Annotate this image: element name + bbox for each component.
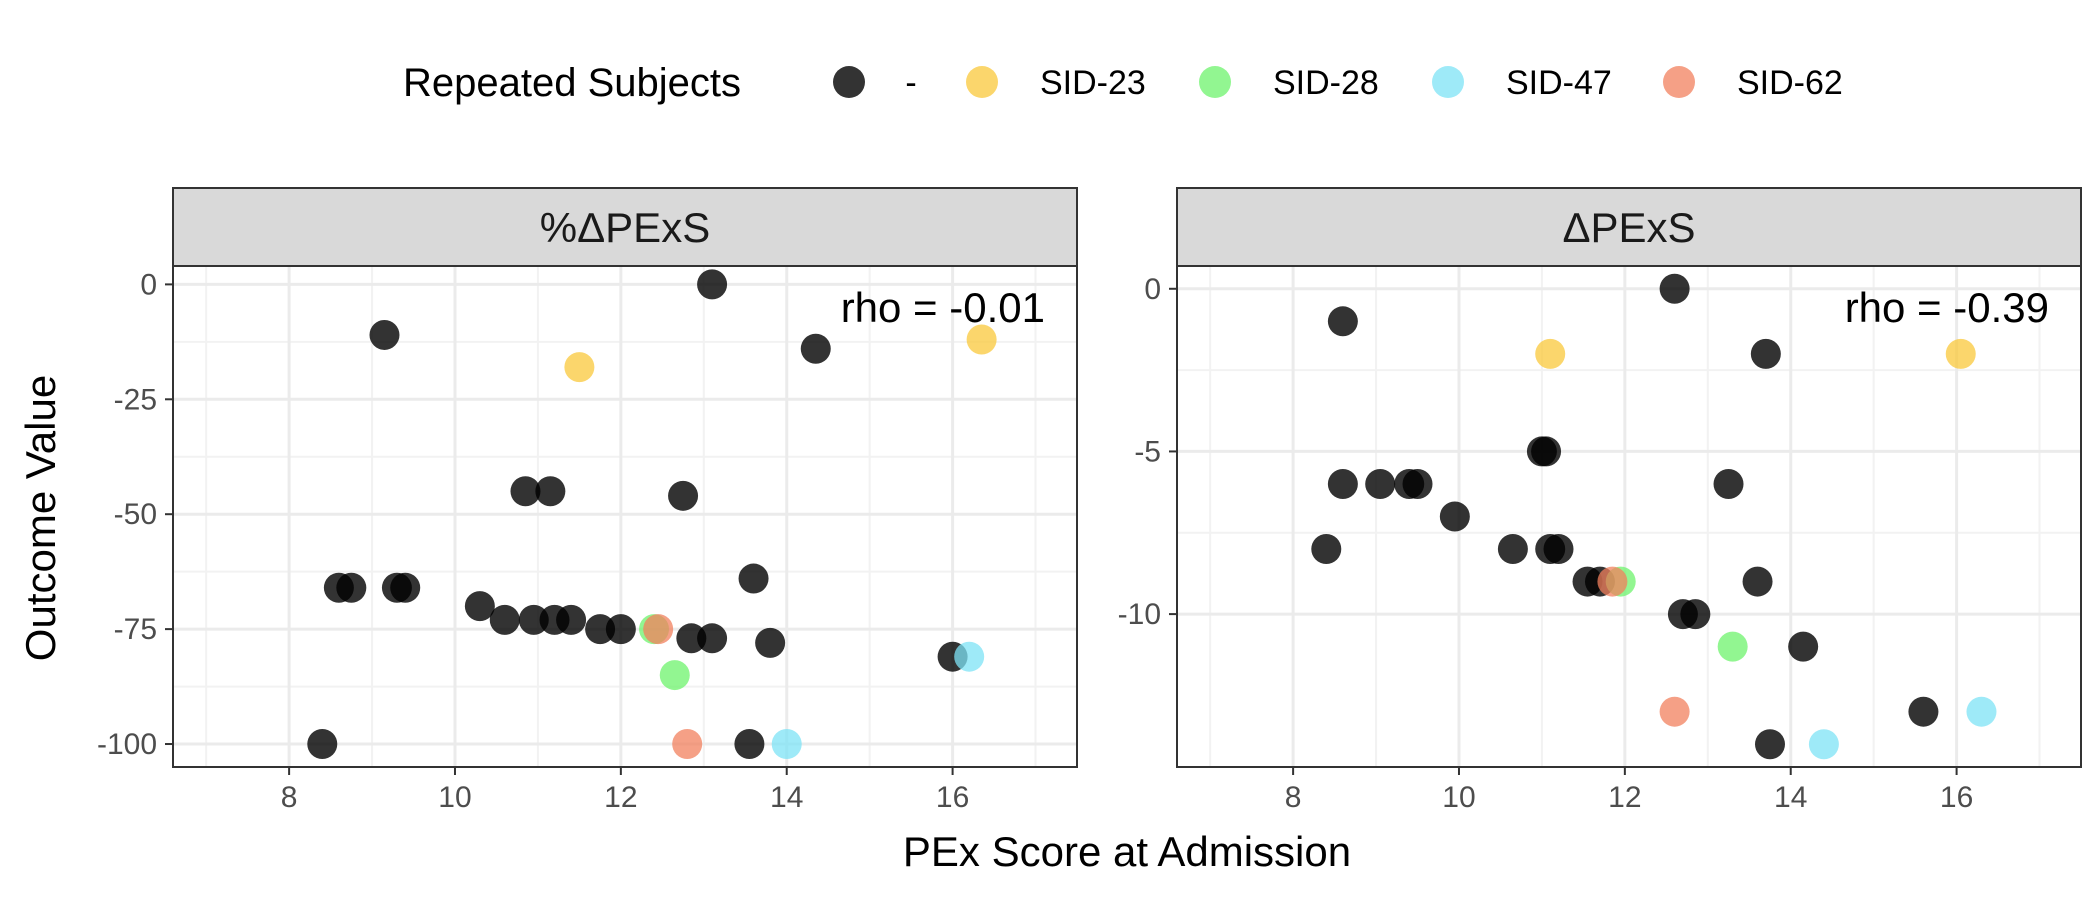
data-point-none [755,627,786,658]
data-point-sid-62 [1659,696,1690,727]
data-point-sid-28 [659,660,690,691]
plot-area [173,266,1077,767]
y-tick-label: 0 [1144,273,1161,306]
data-point-none [1439,501,1470,532]
data-point-none [1402,468,1433,499]
data-point-none [1754,729,1785,760]
plot-area [1177,266,2081,767]
x-tick-label: 8 [281,781,298,814]
legend-label-sid-47: SID-47 [1506,64,1612,102]
x-tick-label: 14 [770,781,803,814]
data-point-sid-47 [771,729,802,760]
data-point-sid-62 [1597,566,1628,597]
data-point-none [1788,631,1819,662]
data-point-none [464,591,495,622]
x-tick-label: 8 [1285,781,1302,814]
data-point-none [510,476,541,507]
data-point-sid-28 [1717,631,1748,662]
legend-key-sid-28 [1199,66,1231,98]
data-point-none [668,480,699,511]
data-point-sid-23 [966,324,997,355]
data-point-sid-23 [1945,338,1976,369]
data-point-none [1742,566,1773,597]
y-tick-label: -25 [114,383,157,416]
legend-label-sid-62: SID-62 [1737,64,1843,102]
legend-entries: - SID-23 SID-28 SID-47 SID-62 [833,64,1843,102]
y-tick-label: -50 [114,498,157,531]
data-point-none [1327,306,1358,337]
data-point-sid-62 [643,614,674,645]
data-point-none [585,614,616,645]
legend-label-sid-23: SID-23 [1040,64,1146,102]
data-point-sid-47 [1966,696,1997,727]
data-point-none [390,572,421,603]
x-tick-label: 14 [1774,781,1807,814]
y-axis-title: Outcome Value [17,375,64,661]
data-point-none [1659,273,1690,304]
data-point-none [369,319,400,350]
data-point-none [1908,696,1939,727]
y-tick-label: -100 [97,728,157,761]
data-point-none [605,614,636,645]
data-point-sid-23 [564,352,595,383]
legend-label-none: - [905,64,916,102]
x-axis-title: PEx Score at Admission [903,828,1351,875]
data-point-none [1311,534,1342,565]
facet-strip-label: %ΔPExS [540,204,710,251]
x-tick-label: 16 [936,781,969,814]
y-tick-label: -10 [1118,598,1161,631]
data-point-none [1531,436,1562,467]
data-point-none [307,729,338,760]
data-point-none [738,563,769,594]
data-point-none [518,604,549,635]
legend-key-sid-62 [1663,66,1695,98]
y-tick-label: -5 [1134,435,1161,468]
rho-annotation: rho = -0.39 [1845,284,2049,331]
data-point-none [1750,338,1781,369]
legend-key-sid-23 [966,66,998,98]
data-point-none [1713,468,1744,499]
x-tick-label: 12 [604,781,637,814]
rho-annotation: rho = -0.01 [841,284,1045,331]
y-tick-label: -75 [114,613,157,646]
data-point-none [556,604,587,635]
data-point-none [676,623,707,654]
panel-delta-pexs: ΔPExS 8 10 12 14 16 0 -5 -10 rho = -0.39 [1118,187,2082,814]
data-point-sid-47 [954,641,985,672]
legend-key-sid-47 [1432,66,1464,98]
data-point-none [1365,468,1396,499]
data-point-none [697,623,728,654]
data-point-sid-23 [1535,338,1566,369]
data-point-none [734,729,765,760]
data-point-none [336,572,367,603]
data-point-none [697,269,728,300]
legend-label-sid-28: SID-28 [1273,64,1379,102]
x-tick-label: 10 [1442,781,1475,814]
x-tick-label: 10 [438,781,471,814]
panel-border [1176,265,2082,768]
facet-strip [172,187,1078,267]
legend-title: Repeated Subjects [403,61,741,105]
data-point-none [1327,468,1358,499]
data-point-none [1543,534,1574,565]
panel-percent-delta-pexs: %ΔPExS 8 10 12 14 16 0 -25 -50 -75 -100 rho = -0.01 [97,187,1078,814]
data-point-none [535,476,566,507]
data-point-none [489,604,520,635]
data-point-none [1680,599,1711,630]
legend: Repeated Subjects - SID-23 SID-28 SID-47 SID… [403,61,1843,105]
data-point-sid-62 [672,729,703,760]
x-tick-label: 12 [1608,781,1641,814]
data-point-none [1497,534,1528,565]
panel-border [172,265,1078,768]
x-tick-label: 16 [1940,781,1973,814]
y-tick-label: 0 [140,268,157,301]
legend-key-none [833,66,865,98]
facet-strip [1176,187,2082,267]
data-point-none [800,333,831,364]
facet-strip-label: ΔPExS [1562,204,1695,251]
data-point-sid-47 [1808,729,1839,760]
